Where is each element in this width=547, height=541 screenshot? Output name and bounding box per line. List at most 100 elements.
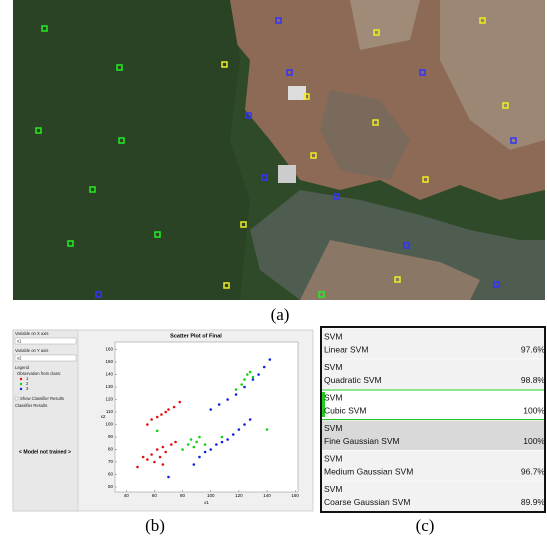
point bbox=[226, 438, 229, 441]
point bbox=[190, 438, 193, 441]
point bbox=[142, 456, 145, 459]
y-tick-label: 80 bbox=[108, 447, 114, 452]
model-name: Linear SVM bbox=[324, 344, 368, 354]
point bbox=[240, 383, 243, 386]
x-tick-label: 80 bbox=[180, 493, 186, 498]
point bbox=[167, 408, 170, 411]
point bbox=[221, 436, 224, 439]
x-tick-label: 120 bbox=[235, 493, 243, 498]
point bbox=[204, 451, 207, 454]
x-tick-label: 60 bbox=[152, 493, 158, 498]
model-group: SVM bbox=[324, 392, 342, 402]
model-accuracy: 97.6% bbox=[521, 344, 546, 354]
model-accuracy: 100% bbox=[523, 436, 545, 446]
point bbox=[266, 428, 269, 431]
model-rows: SVM Linear SVM 97.6% SVM Quadratic SVM 98.8% S… bbox=[322, 329, 545, 511]
model-accuracy: 100% bbox=[523, 405, 545, 415]
point bbox=[269, 358, 272, 361]
y-tick-label: 100 bbox=[105, 422, 113, 427]
point bbox=[257, 373, 260, 376]
legend-marker bbox=[20, 383, 22, 385]
x-tick-label: 160 bbox=[291, 493, 299, 498]
y-axis-label: x2 bbox=[101, 414, 106, 419]
point bbox=[243, 378, 246, 381]
point bbox=[235, 393, 238, 396]
point bbox=[226, 398, 229, 401]
y-variable-label: Variable on Y axis bbox=[15, 348, 48, 353]
figure: (a) Variable on X axis x1 Variable on Y … bbox=[0, 0, 547, 541]
point bbox=[146, 458, 149, 461]
status: < Model not trained > bbox=[19, 449, 71, 455]
point bbox=[198, 456, 201, 459]
point bbox=[150, 453, 153, 456]
point bbox=[136, 466, 139, 469]
model-name: Medium Gaussian SVM bbox=[324, 466, 413, 476]
point bbox=[235, 388, 238, 391]
point bbox=[221, 441, 224, 444]
point bbox=[159, 456, 162, 459]
plot-area bbox=[115, 342, 298, 492]
point bbox=[164, 451, 167, 454]
panel-label: (b) bbox=[145, 516, 165, 535]
point bbox=[204, 443, 207, 446]
point bbox=[156, 429, 159, 432]
model-accuracy: 89.9% bbox=[521, 497, 546, 507]
point bbox=[146, 423, 149, 426]
point bbox=[249, 371, 252, 374]
panel-label: (c) bbox=[416, 516, 435, 535]
x-tick-label: 40 bbox=[124, 493, 130, 498]
point bbox=[246, 373, 249, 376]
point bbox=[160, 413, 163, 416]
panel-label: (a) bbox=[271, 305, 290, 324]
point bbox=[243, 386, 246, 389]
y-tick-label: 60 bbox=[108, 472, 114, 477]
point bbox=[162, 463, 165, 466]
point bbox=[218, 403, 221, 406]
y-variable-select[interactable] bbox=[15, 355, 76, 361]
point bbox=[232, 433, 235, 436]
legend-title: Legend bbox=[15, 365, 30, 370]
model-group: SVM bbox=[324, 484, 342, 494]
point bbox=[153, 461, 156, 464]
y-tick-label: 150 bbox=[105, 359, 113, 364]
legend-marker bbox=[20, 388, 22, 390]
checkbox[interactable] bbox=[15, 397, 18, 400]
legend-marker bbox=[20, 378, 22, 380]
model-group: SVM bbox=[324, 453, 342, 463]
point bbox=[263, 366, 266, 369]
point bbox=[209, 448, 212, 451]
y-tick-label: 160 bbox=[105, 347, 113, 352]
point bbox=[181, 448, 184, 451]
point bbox=[174, 441, 177, 444]
y-variable: x2 bbox=[17, 355, 22, 360]
y-tick-label: 120 bbox=[105, 397, 113, 402]
point bbox=[156, 416, 159, 419]
point bbox=[243, 423, 246, 426]
point bbox=[162, 446, 165, 449]
point bbox=[252, 378, 255, 381]
point bbox=[209, 408, 212, 411]
y-tick-label: 140 bbox=[105, 372, 113, 377]
x-axis-label: x1 bbox=[204, 500, 209, 505]
model-name: Quadratic SVM bbox=[324, 375, 382, 385]
model-accuracy: 96.7% bbox=[521, 466, 546, 476]
point bbox=[156, 448, 159, 451]
show-results: Show Classifier Results bbox=[20, 396, 64, 401]
model-accuracy: 98.8% bbox=[521, 375, 546, 385]
model-group: SVM bbox=[324, 362, 342, 372]
model-name: Cubic SVM bbox=[324, 405, 367, 415]
x-variable-select[interactable] bbox=[15, 338, 76, 344]
aerial-image bbox=[13, 0, 545, 300]
point bbox=[187, 443, 190, 446]
point bbox=[252, 376, 255, 379]
point bbox=[193, 446, 196, 449]
point bbox=[150, 418, 153, 421]
y-tick-label: 110 bbox=[106, 409, 114, 414]
legend-subtitle: Observation from class: bbox=[17, 371, 61, 376]
point bbox=[215, 443, 218, 446]
model-name: Fine Gaussian SVM bbox=[324, 436, 400, 446]
point bbox=[173, 406, 176, 409]
point bbox=[178, 401, 181, 404]
chart-title: Scatter Plot of Final bbox=[170, 333, 222, 339]
point bbox=[167, 476, 170, 479]
